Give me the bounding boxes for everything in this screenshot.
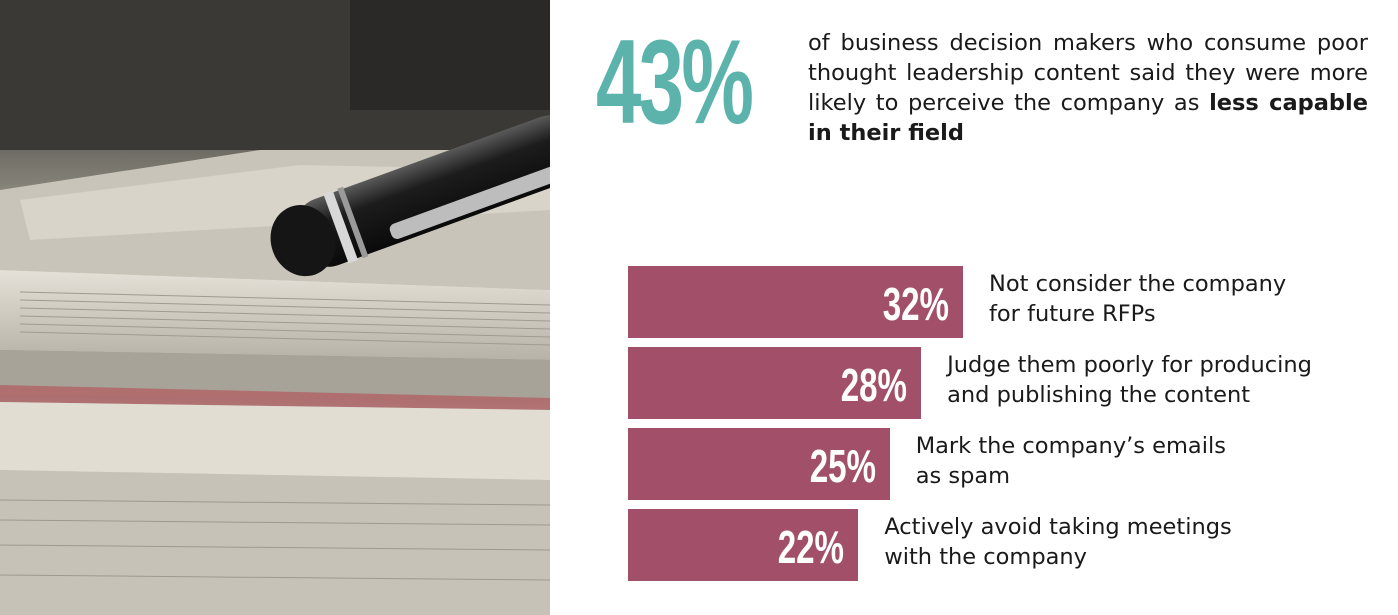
bar-value-label-3: 25%	[809, 440, 876, 492]
bar-category-label-line: as spam	[915, 463, 1011, 489]
headline-stat-value: 43%	[596, 15, 754, 149]
bar-chart: 32% Not consider the company for future RF…	[620, 258, 1380, 598]
bar-category-label-1: Not consider the company for future RFPs	[989, 269, 1398, 329]
bar-category-label-line: with the company	[884, 544, 1087, 570]
bar-2	[628, 347, 922, 419]
bar-category-label-line: Mark the company’s emails	[915, 433, 1226, 459]
bar-1	[628, 266, 963, 338]
bar-category-label-line: Not consider the company	[989, 271, 1287, 297]
bar-category-label-line: Actively avoid taking meetings	[884, 514, 1232, 540]
bar-category-label-line: and publishing the content	[947, 382, 1251, 408]
bar-category-label-line: for future RFPs	[989, 301, 1156, 327]
bar-value-label-2: 28%	[840, 359, 908, 411]
headline-description: of business decision makers who consume …	[808, 28, 1368, 148]
bar-category-label-line: Judge them poorly for producing	[947, 352, 1312, 378]
bar-value-label-1: 32%	[882, 278, 949, 330]
bar-category-label-4: Actively avoid taking meetings with the c…	[884, 512, 1304, 572]
bar-category-label-2: Judge them poorly for producing and publi…	[947, 350, 1367, 410]
bar-category-label-3: Mark the company’s emails as spam	[916, 431, 1336, 491]
pen-notebook-photo	[0, 0, 550, 615]
bar-value-label-4: 22%	[778, 521, 845, 573]
bar-3	[628, 428, 890, 500]
headline-text-bold: less capable in their field	[808, 90, 1369, 146]
headline-text-regular: of business decision makers who consume …	[808, 30, 1368, 116]
bar-4	[628, 509, 859, 581]
